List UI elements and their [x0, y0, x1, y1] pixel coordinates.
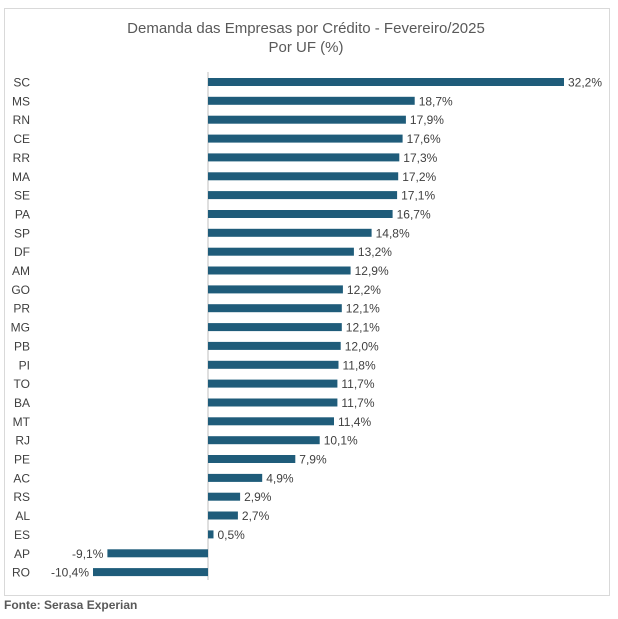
- data-label: 4,9%: [266, 471, 294, 485]
- data-label: 16,7%: [397, 207, 431, 221]
- data-label: 13,2%: [358, 245, 392, 259]
- data-label: 14,8%: [376, 226, 410, 240]
- bar: [208, 266, 351, 275]
- category-label: DF: [14, 245, 30, 259]
- bar: [208, 530, 214, 539]
- bar: [208, 436, 320, 445]
- data-label: 17,9%: [410, 113, 444, 127]
- category-label: ES: [14, 528, 30, 542]
- bar: [208, 96, 415, 105]
- bar: [208, 191, 398, 200]
- bar: [208, 398, 338, 407]
- category-label: MT: [13, 415, 31, 429]
- bar: [208, 417, 334, 426]
- category-label: BA: [14, 396, 30, 410]
- category-label: AC: [13, 471, 30, 485]
- bar: [208, 210, 393, 218]
- bar: [208, 134, 403, 143]
- bar: [208, 304, 342, 313]
- data-label: -10,4%: [51, 566, 89, 580]
- data-label: 2,9%: [244, 490, 272, 504]
- bar: [208, 78, 564, 86]
- data-label: 7,9%: [299, 453, 327, 467]
- category-label: PI: [19, 358, 30, 372]
- category-label: RN: [13, 113, 30, 127]
- data-label: 17,3%: [403, 151, 437, 165]
- category-label: MA: [12, 170, 30, 184]
- category-label: MG: [11, 321, 30, 335]
- bar: [208, 172, 399, 181]
- data-label: 0,5%: [218, 528, 246, 542]
- chart-frame: [4, 8, 610, 596]
- bar: [208, 115, 406, 124]
- data-label: 18,7%: [419, 94, 453, 108]
- bar: [208, 379, 338, 388]
- bar: [208, 285, 343, 294]
- category-label: MS: [12, 94, 30, 108]
- category-label: AP: [14, 547, 30, 561]
- category-label: TO: [14, 377, 30, 391]
- chart-title: Demanda das Empresas por Crédito - Fever…: [127, 20, 485, 37]
- category-label: PR: [13, 302, 30, 316]
- data-label: -9,1%: [72, 547, 104, 561]
- category-label: CE: [13, 132, 30, 146]
- data-label: 11,8%: [343, 358, 376, 372]
- data-label: 12,2%: [347, 283, 381, 297]
- data-label: 32,2%: [568, 76, 602, 90]
- category-label: PE: [14, 453, 30, 467]
- category-label: SP: [14, 226, 30, 240]
- bar: [93, 568, 208, 577]
- bar: [208, 492, 241, 501]
- bars-layer: SC 32,2% MS 18,7% RN 17,9% CE 17,6% RR 17,3% MA 17,…: [11, 76, 603, 580]
- data-label: 12,9%: [355, 264, 389, 278]
- data-label: 17,6%: [407, 132, 441, 146]
- category-label: RR: [13, 151, 31, 165]
- data-label: 12,1%: [346, 302, 380, 316]
- bar: [208, 247, 354, 256]
- category-label: RJ: [15, 434, 30, 448]
- bar: [208, 323, 342, 332]
- data-label: 12,1%: [346, 321, 380, 335]
- data-label: 11,4%: [338, 415, 371, 429]
- bar: [208, 228, 372, 237]
- data-label: 2,7%: [242, 509, 270, 523]
- source-note: Fonte: Serasa Experian: [4, 598, 138, 612]
- category-label: RO: [12, 566, 30, 580]
- data-label: 11,7%: [341, 377, 374, 391]
- bar: [208, 455, 296, 463]
- bar: [208, 360, 339, 369]
- data-label: 12,0%: [345, 339, 379, 353]
- category-label: PB: [14, 339, 30, 353]
- data-label: 17,1%: [401, 189, 435, 203]
- category-label: RS: [13, 490, 30, 504]
- bar: [208, 341, 341, 350]
- category-label: SE: [14, 189, 30, 203]
- bar: [208, 473, 263, 482]
- category-label: AL: [15, 509, 30, 523]
- category-label: PA: [15, 207, 30, 221]
- bar: [208, 511, 238, 520]
- bar: [107, 549, 208, 558]
- data-label: 11,7%: [341, 396, 374, 410]
- category-label: SC: [13, 76, 30, 90]
- data-label: 10,1%: [324, 434, 358, 448]
- data-label: 17,2%: [402, 170, 436, 184]
- category-label: AM: [12, 264, 30, 278]
- bar: [208, 153, 400, 162]
- chart-subtitle: Por UF (%): [269, 39, 344, 56]
- category-label: GO: [11, 283, 30, 297]
